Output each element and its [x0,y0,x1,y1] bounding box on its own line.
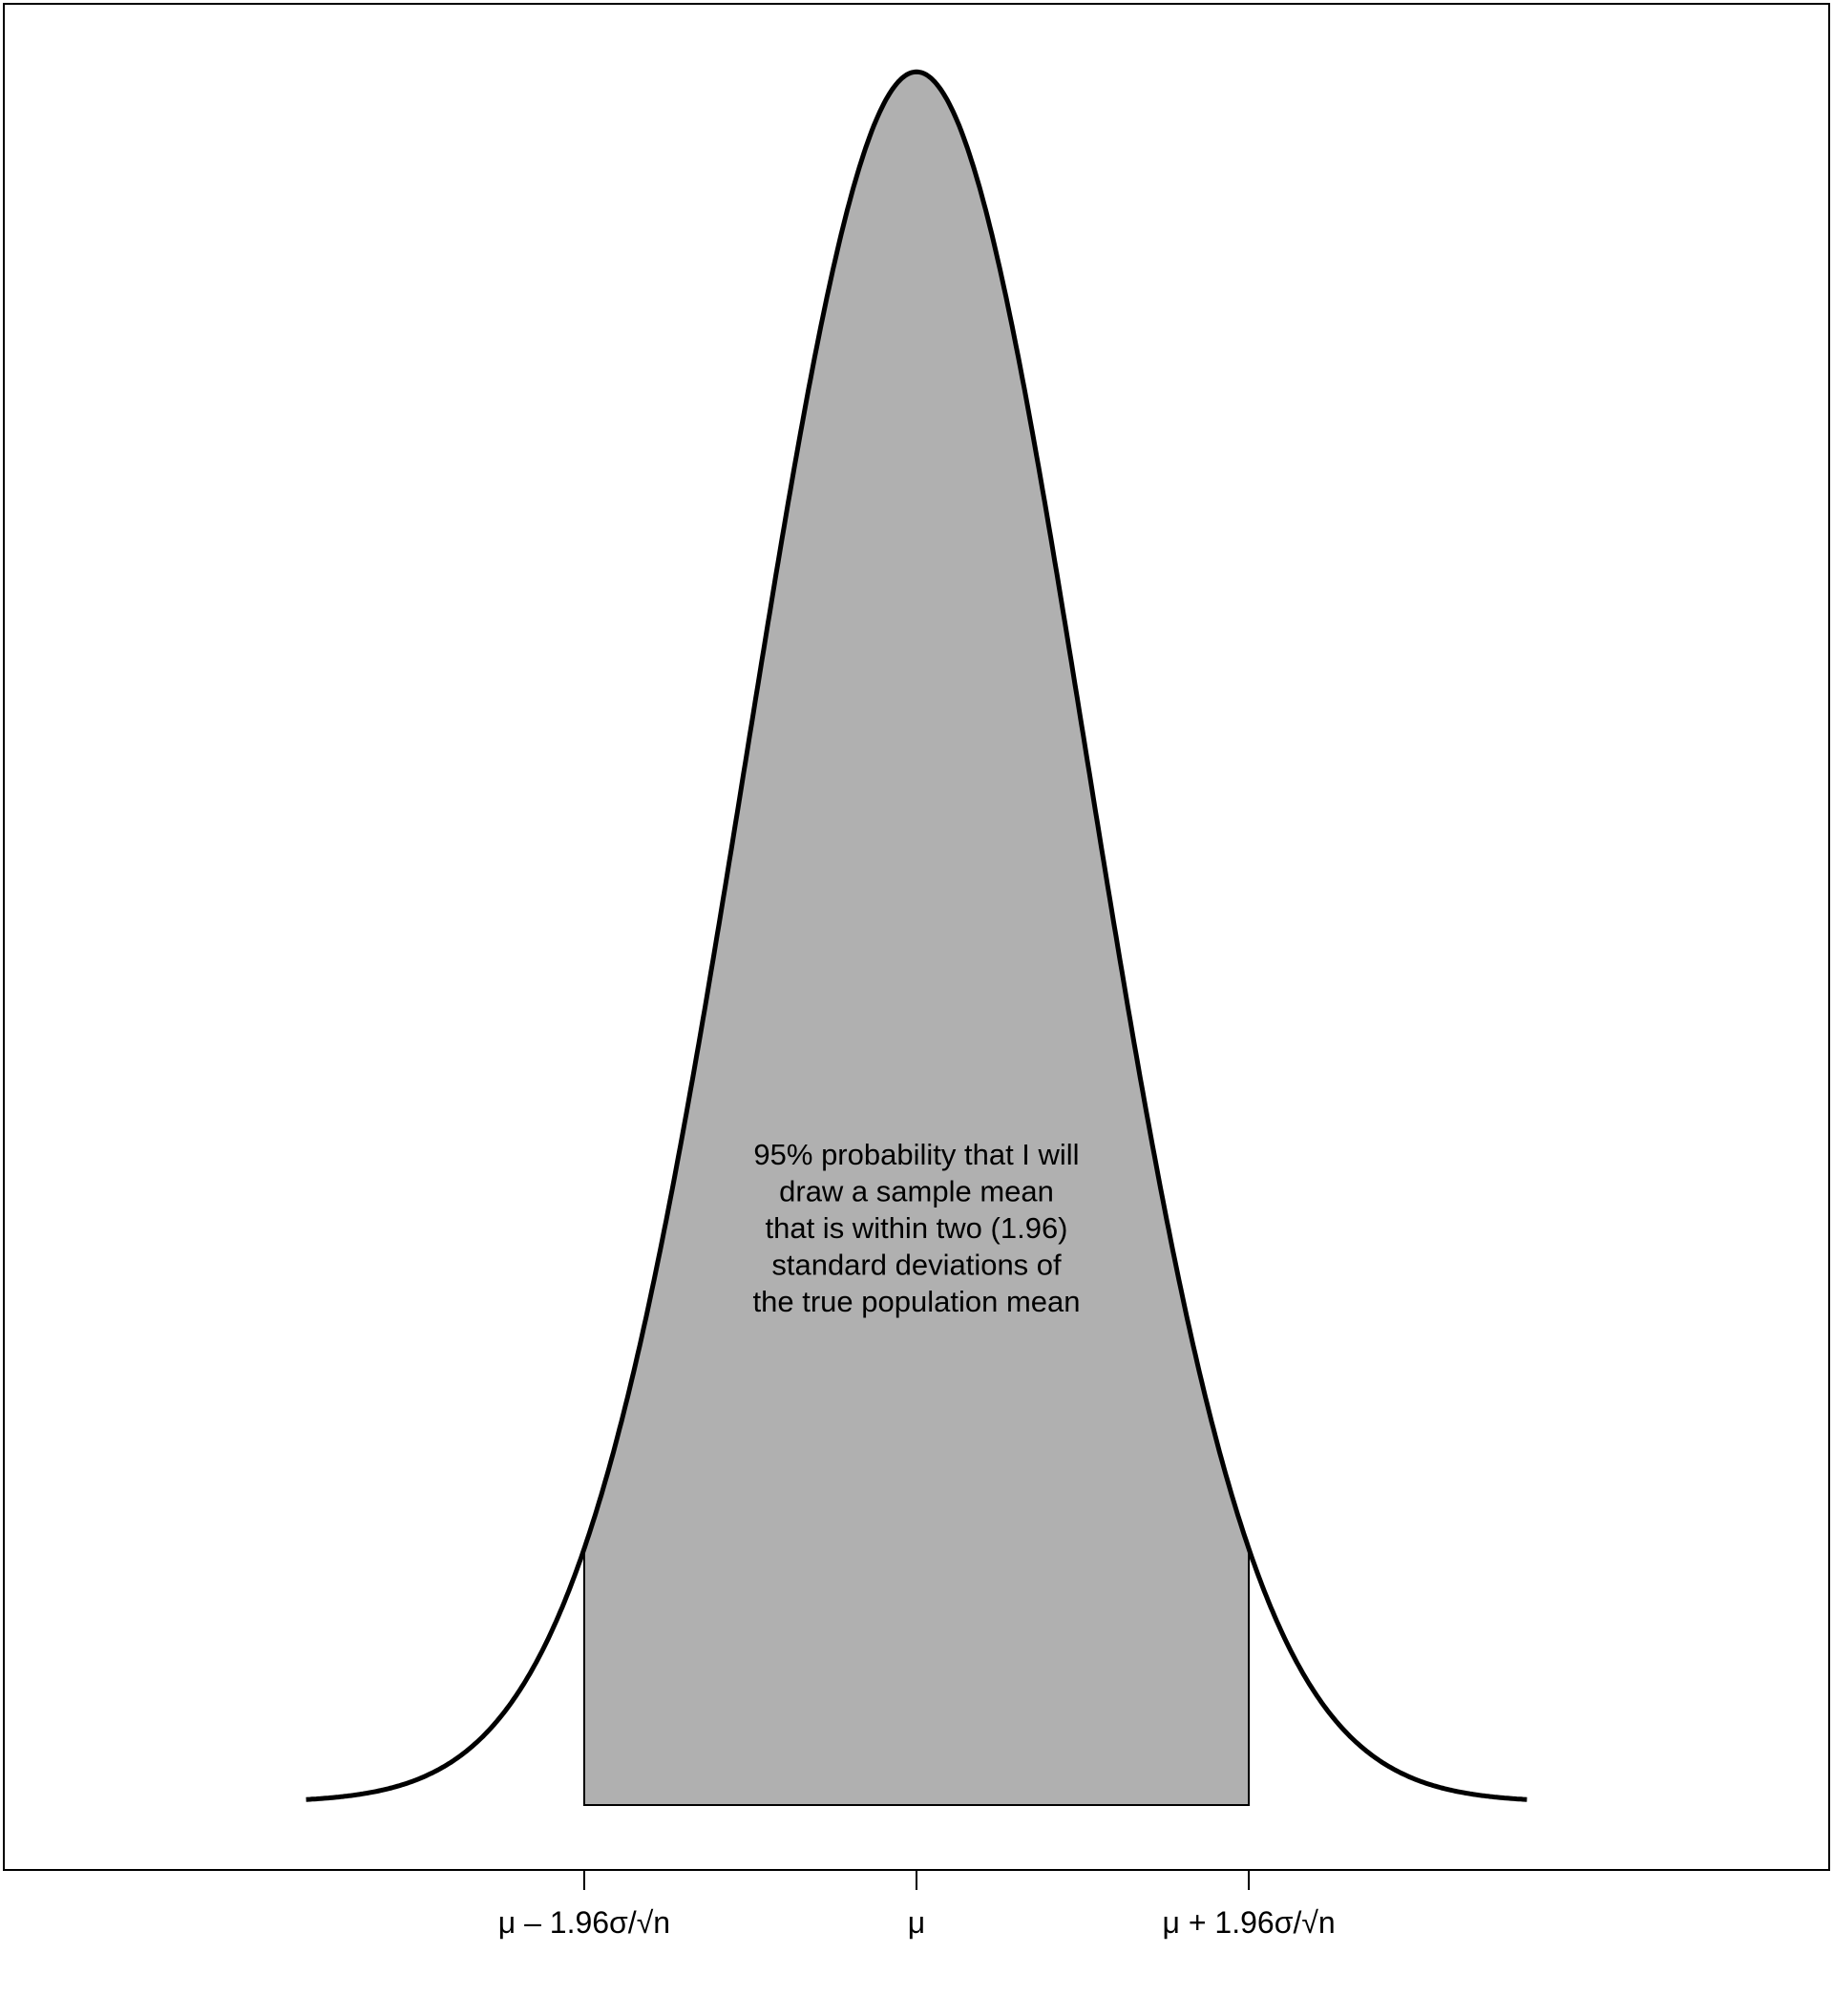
annotation-line: standard deviations of [771,1249,1062,1282]
x-axis: μ – 1.96σ/√n μ μ + 1.96σ/√n [498,1871,1336,1940]
density-curve-layer [306,69,1528,1802]
annotation-line: draw a sample mean [779,1175,1054,1208]
annotation-line: the true population mean [753,1285,1081,1318]
annotation-line: 95% probability that I will [753,1138,1079,1171]
annotation: 95% probability that I will draw a sample… [753,1138,1081,1318]
normal-density-curve [306,69,1528,1802]
x-tick-label: μ + 1.96σ/√n [1163,1905,1336,1940]
x-tick-label: μ – 1.96σ/√n [498,1905,670,1940]
x-tick-label: μ [908,1905,925,1940]
plot-frame [3,3,1830,1871]
annotation-line: that is within two (1.96) [765,1211,1067,1245]
